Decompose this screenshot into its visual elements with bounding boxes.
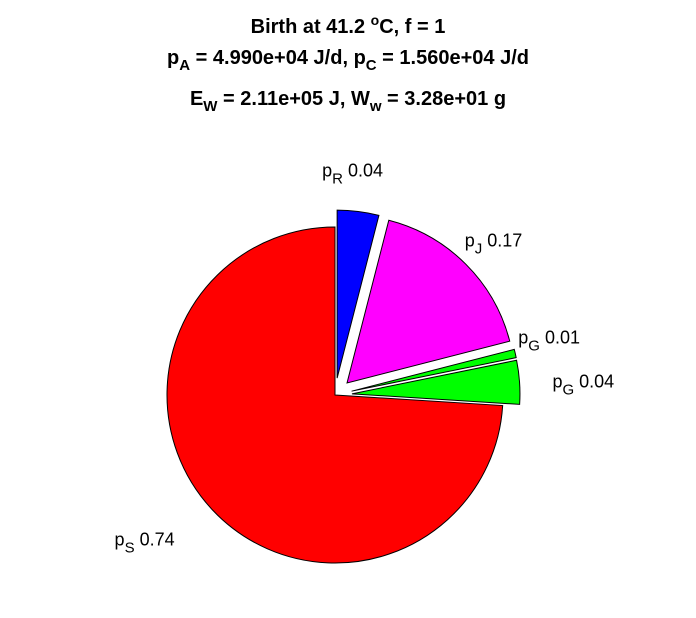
slice-label-4: pS 0.74: [115, 530, 175, 557]
pie-slice-4: [166, 226, 504, 564]
pie-slices: [166, 209, 521, 564]
pie-slice-1: [346, 219, 511, 384]
pie-slice-3: [351, 359, 521, 405]
title-line-1: Birth at 41.2 oC, f = 1: [251, 12, 446, 38]
slice-label-1: pJ 0.17: [465, 231, 523, 258]
pie-slice-2: [351, 348, 517, 392]
chart-title: Birth at 41.2 oC, f = 1 pA = 4.990e+04 J…: [167, 12, 529, 115]
slice-label-3: pG 0.04: [552, 371, 614, 398]
slice-label-0: pR 0.04: [322, 161, 383, 188]
title-line-3: EW = 2.11e+05 J, Ww = 3.28e+01 g: [190, 88, 506, 115]
slice-label-2: pG 0.01: [518, 327, 580, 354]
title-line-2: pA = 4.990e+04 J/d, pC = 1.560e+04 J/d: [167, 47, 529, 74]
pie-labels: pR 0.04 pJ 0.17 pG 0.01 pG 0.04 pS 0.74: [115, 161, 615, 557]
pie-slice-0: [336, 209, 380, 379]
